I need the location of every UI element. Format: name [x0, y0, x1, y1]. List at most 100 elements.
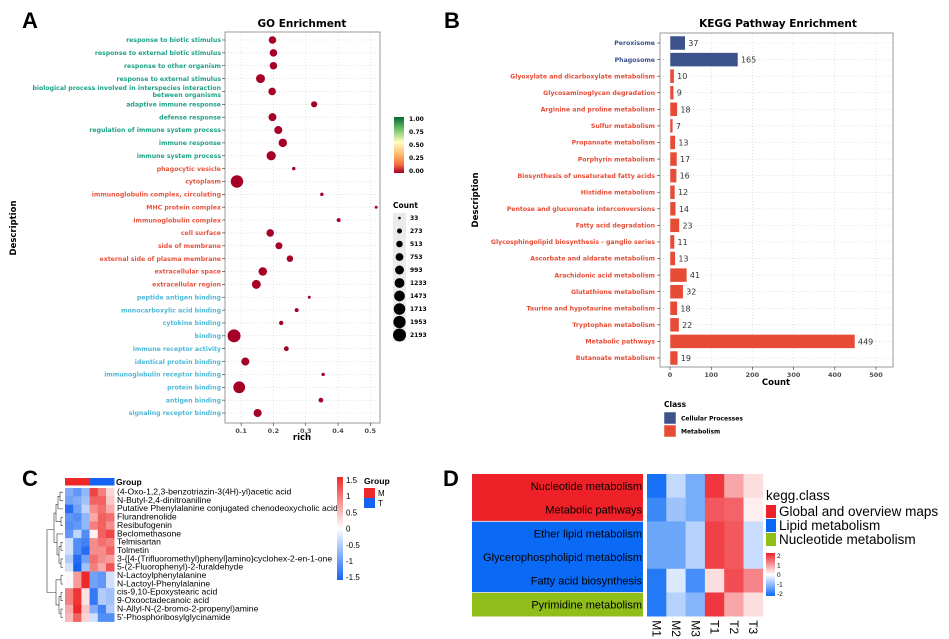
metabolite-heatmap-cell [106, 613, 115, 622]
kegg-class-legend-label: Nucleotide metabolism [779, 532, 916, 547]
metabolite-heatmap-cell [106, 529, 115, 539]
metabolite-row-dendrogram [46, 491, 63, 618]
go-point [230, 175, 244, 188]
kegg-class-row-block [472, 568, 643, 593]
kegg-class-heatmap-cell [666, 521, 686, 546]
metabolite-heatmap-cell [65, 563, 74, 572]
go-size-legend-label: 1233 [410, 280, 427, 287]
kegg-bar [669, 234, 675, 250]
metabolite-heatmap-cell [106, 588, 115, 597]
go-y-label: phagocytic vesicle [157, 166, 221, 173]
kegg-class-colorbar-tick-label: -1 [777, 582, 783, 589]
go-y-label: extracellular space [154, 269, 221, 276]
metabolite-heatmap-cell [106, 604, 115, 614]
metabolite-heatmap-cell [89, 521, 99, 531]
kegg-class-heatmap-cell [743, 592, 764, 617]
metabolite-heatmap-cell [106, 554, 115, 564]
kegg-class-row-block [472, 545, 643, 570]
kegg-legend-title: Class [664, 400, 687, 409]
kegg-bar-value-label: 18 [680, 105, 690, 114]
metabolite-heatmap-cell [73, 538, 82, 547]
metabolite-colorbar-tick-label: -1.5 [346, 573, 360, 582]
metabolite-heatmap-cell [65, 538, 74, 547]
metabolite-heatmap-cell [89, 554, 99, 564]
go-point [374, 205, 378, 209]
kegg-y-label: Arachidonic acid metabolism [554, 272, 655, 279]
metabolite-heatmap-cell [65, 504, 74, 514]
metabolite-row-label: Tolmetin [117, 545, 149, 555]
kegg-class-heatmap-cell [743, 545, 764, 570]
metabolite-heatmap-cell [106, 504, 115, 514]
metabolite-heatmap-cell [97, 496, 107, 505]
metabolite-heatmap-cell [97, 538, 107, 547]
metabolite-heatmap-cell [65, 604, 74, 614]
kegg-class-heatmap-cell [743, 521, 764, 546]
go-y-label: immune receptor activity [133, 346, 221, 353]
go-size-legend-dot [393, 303, 406, 315]
dendrogram-branch [60, 575, 63, 585]
kegg-class-heatmap-cell [647, 521, 667, 546]
metabolite-row-label: N-Lactoylphenylalanine [117, 570, 207, 580]
kegg-class-legend-label: Lipid metabolism [779, 518, 880, 533]
kegg-class-heatmap-cell [704, 497, 725, 522]
kegg-bar-value-label: 12 [678, 188, 688, 197]
metabolite-heatmap-cell [65, 529, 74, 539]
kegg-bar-value-label: 14 [679, 205, 689, 214]
go-size-legend-label: 33 [410, 215, 418, 222]
metabolite-heatmap-cell [97, 588, 107, 597]
metabolite-heatmap-cell [81, 579, 90, 589]
kegg-class-heatmap-cell [724, 497, 744, 522]
kegg-x-tick-label: 400 [828, 371, 842, 379]
metabolite-heatmap-cell [97, 504, 107, 514]
go-colorbar-tick-label: 0.50 [409, 142, 424, 149]
kegg-y-label: Ascorbate and aldarate metabolism [530, 256, 655, 263]
kegg-bar-value-label: 19 [681, 354, 691, 363]
kegg-bar-value-label: 32 [686, 288, 696, 297]
dendrogram-branch [55, 579, 61, 606]
metabolite-heatmap-cell [81, 504, 90, 514]
metabolite-heatmap-cell [73, 546, 82, 556]
kegg-class-heatmap-cell [704, 592, 725, 617]
kegg-class-column-label: T2 [727, 620, 741, 634]
go-y-label: side of membrane [158, 243, 221, 250]
go-size-legend: 33 273 513 753 993 1233 1473 1713 1953 2193 [393, 215, 427, 342]
go-size-legend-label: 273 [410, 228, 423, 235]
kegg-bar [669, 184, 676, 200]
metabolite-heatmap-cell [106, 546, 115, 556]
panel-c-metabolite-heatmap: Group (4-Oxo-1,2,3-benzotriazin-3(4H)-yl… [46, 476, 390, 622]
metabolite-row-label: Telmisartan [117, 537, 161, 547]
go-point [318, 397, 324, 403]
metabolite-group-legend: MT [364, 488, 385, 508]
go-point [241, 357, 250, 366]
go-y-label: external side of plasma membrane [100, 256, 221, 263]
go-y-label: response to other organism [124, 63, 221, 70]
kegg-class-colorbar-tick-label: -2 [777, 591, 783, 598]
kegg-bar-value-label: 10 [677, 72, 687, 81]
metabolite-heatmap-cell [106, 496, 115, 505]
go-y-label: immune system process [137, 153, 222, 160]
kegg-class-legend-swatch [766, 519, 776, 532]
metabolite-heatmap-cell [81, 604, 90, 614]
metabolite-heatmap-cell [81, 513, 90, 522]
kegg-legend-swatch [663, 411, 677, 425]
dendrogram-branch [60, 608, 63, 618]
metabolite-row-label: 3-{[4-(Trifluoromethyl)phenyl]amino}cycl… [117, 553, 332, 563]
kegg-y-label: Phagosome [615, 57, 655, 64]
metabolite-heatmap-cell [73, 579, 82, 589]
metabolite-row-label: cis-9,10-Epoxystearic acid [117, 587, 218, 597]
go-colorbar-tick-label: 0.75 [409, 129, 424, 136]
metabolite-row-labels: (4-Oxo-1,2,3-benzotriazin-3(4H)-yl)aceti… [117, 487, 338, 622]
metabolite-colorbar-tick-label: 0.5 [346, 508, 358, 517]
metabolite-row-label: 9-Oxooctadecanoic acid [117, 595, 209, 605]
kegg-class-heatmap-cell [685, 592, 706, 617]
kegg-y-label: Metabolic pathways [585, 339, 655, 346]
go-y-label: MHC protein complex [146, 204, 221, 211]
kegg-class-heatmap-cell [704, 521, 725, 546]
go-point [278, 138, 288, 148]
metabolite-heatmap-cell [97, 613, 107, 622]
go-point [253, 408, 262, 418]
metabolite-heatmap-cell [73, 496, 82, 505]
kegg-bar-value-label: 7 [676, 122, 681, 131]
kegg-class-row-label: Pyrimidine metabolism [531, 599, 642, 611]
